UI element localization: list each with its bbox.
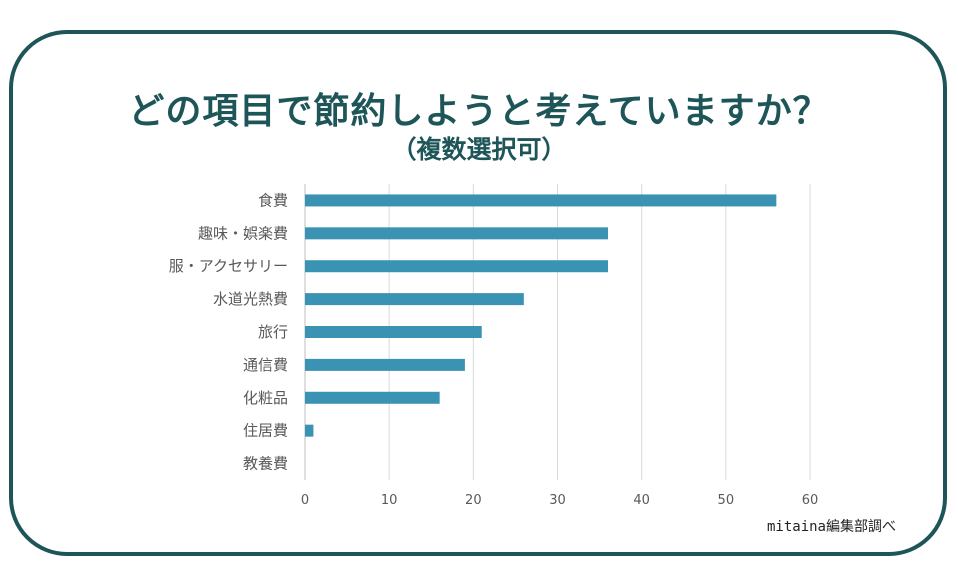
source-note: mitaina編集部調べ	[766, 519, 896, 535]
bar-0	[305, 194, 777, 207]
x-tick-label-0: 0	[301, 493, 309, 508]
chart-title: どの項目で節約しようと考えていますか？	[128, 91, 830, 132]
category-label-8: 教養費	[243, 455, 288, 473]
category-label-6: 化粧品	[243, 389, 288, 407]
category-label-5: 通信費	[243, 356, 288, 374]
category-label-2: 服・アクセサリー	[169, 257, 288, 275]
bar-7	[305, 424, 314, 437]
category-label-0: 食費	[258, 191, 288, 209]
x-tick-label-6: 60	[802, 493, 819, 508]
x-tick-labels: 0 10 20 30 40 50 60	[301, 493, 818, 508]
x-tick-label-3: 30	[549, 493, 566, 508]
category-label-4: 旅行	[258, 323, 288, 341]
bar-1	[305, 227, 608, 240]
bar-2	[305, 260, 608, 273]
category-label-1: 趣味・娯楽費	[198, 224, 288, 242]
x-tick-label-2: 20	[465, 493, 482, 508]
chart-frame	[9, 30, 947, 556]
bars	[305, 194, 777, 437]
chart-subtitle: （複数選択可）	[391, 135, 567, 164]
bar-6	[305, 391, 440, 404]
bar-5	[305, 358, 465, 371]
bar-4	[305, 326, 482, 338]
bar-3	[305, 293, 524, 306]
x-tick-label-1: 10	[381, 493, 398, 508]
category-label-7: 住居費	[243, 422, 288, 440]
category-label-3: 水道光熱費	[213, 290, 288, 308]
x-tick-label-5: 50	[718, 493, 735, 508]
x-tick-label-4: 40	[633, 493, 650, 508]
